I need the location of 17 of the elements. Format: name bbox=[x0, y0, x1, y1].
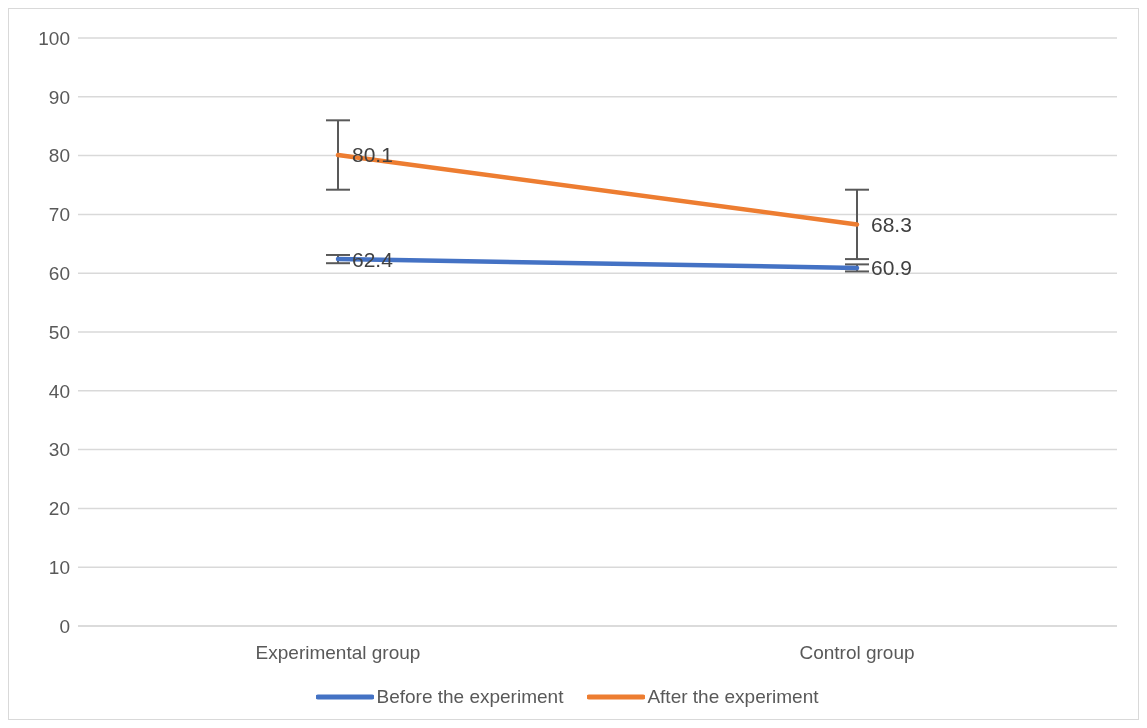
y-tick-label: 90 bbox=[48, 86, 70, 108]
y-tick-label: 80 bbox=[48, 145, 70, 167]
y-tick-label: 40 bbox=[48, 380, 70, 402]
y-tick-label: 100 bbox=[38, 27, 70, 49]
y-tick-label: 30 bbox=[48, 439, 70, 461]
data-label: 68.3 bbox=[871, 212, 912, 236]
x-tick-label: Control group bbox=[799, 642, 915, 664]
y-tick-label: 0 bbox=[59, 615, 70, 637]
y-tick-label: 70 bbox=[48, 204, 70, 226]
y-tick-label: 50 bbox=[48, 321, 70, 343]
legend-label: After the experiment bbox=[646, 686, 819, 708]
y-tick-label: 60 bbox=[48, 262, 70, 284]
y-tick-label: 20 bbox=[48, 498, 70, 520]
data-label: 60.9 bbox=[871, 256, 912, 280]
x-tick-label: Experimental group bbox=[255, 642, 421, 664]
y-tick-label: 10 bbox=[48, 556, 70, 578]
legend-label: Before the experiment bbox=[375, 686, 564, 708]
